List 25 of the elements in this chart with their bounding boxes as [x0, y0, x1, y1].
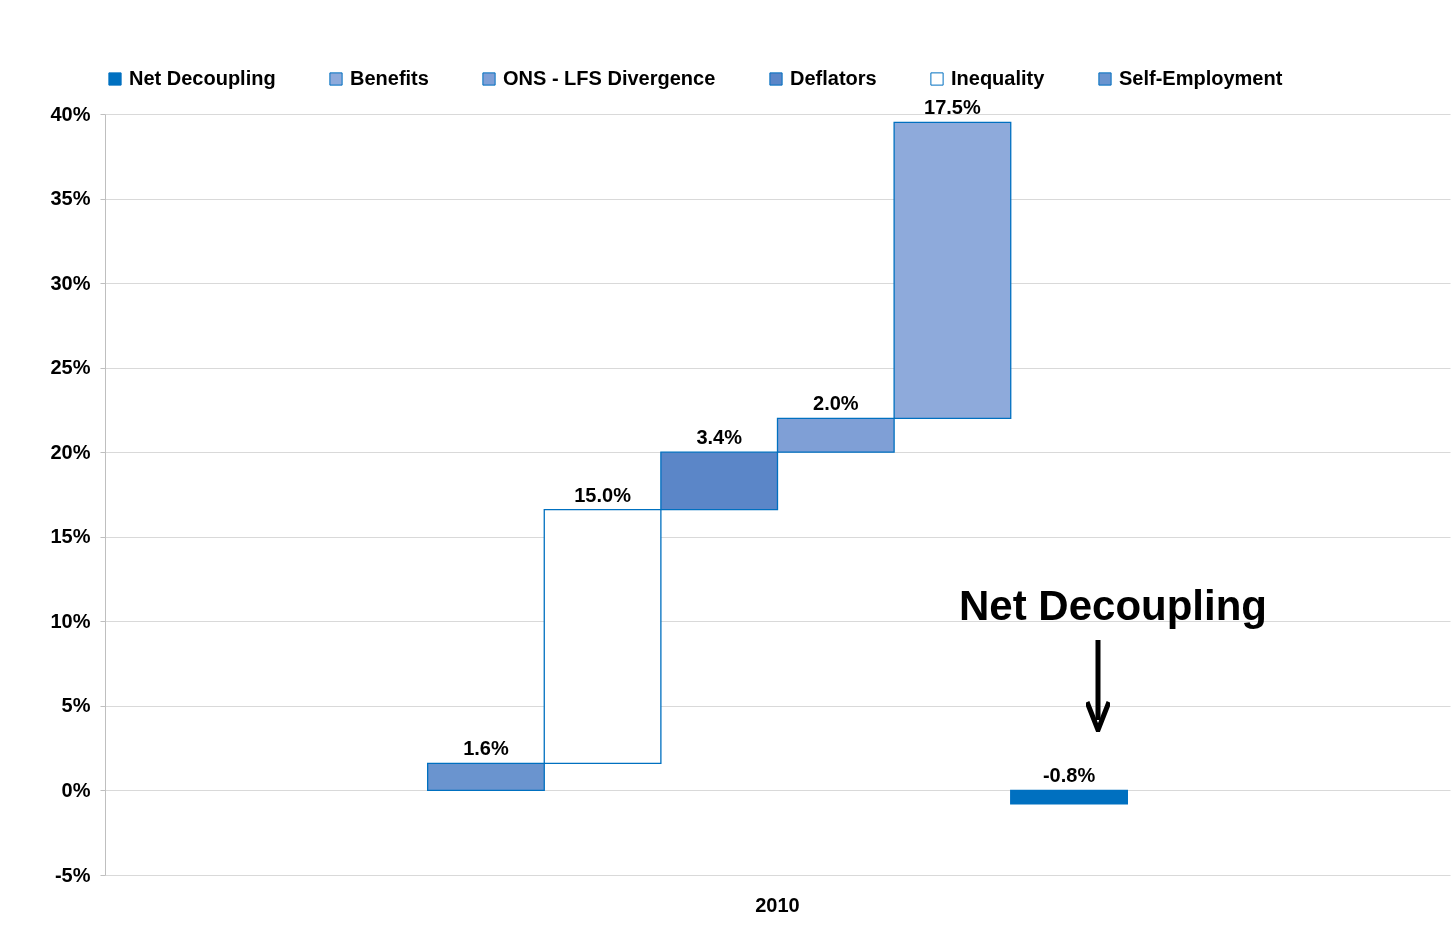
- y-tick-label: 30%: [50, 271, 91, 294]
- x-tick-label: 2010: [755, 893, 800, 916]
- legend-label: Inequality: [951, 67, 1046, 89]
- data-label: 1.6%: [463, 737, 509, 760]
- data-label: 17.5%: [924, 96, 981, 119]
- legend-label: Benefits: [350, 67, 429, 89]
- legend-label: Net Decoupling: [129, 67, 276, 89]
- legend-label: ONS - LFS Divergence: [503, 67, 716, 89]
- data-label: 2.0%: [813, 392, 859, 415]
- y-tick-label: 15%: [50, 525, 91, 548]
- y-tick-label: 5%: [61, 694, 91, 717]
- y-tick-label: 10%: [50, 609, 91, 632]
- legend-label: Deflators: [790, 67, 877, 89]
- data-label: 3.4%: [696, 426, 743, 449]
- data-label: -0.8%: [1042, 764, 1096, 787]
- y-tick-label: 0%: [61, 778, 91, 801]
- bar: [1010, 789, 1129, 805]
- legend-label: Self-Employment: [1119, 67, 1283, 89]
- y-tick-label: 35%: [50, 187, 91, 210]
- y-tick-label: 25%: [50, 356, 91, 379]
- y-tick-label: -5%: [54, 863, 91, 886]
- data-label: 15.0%: [574, 483, 632, 506]
- y-tick-label: 40%: [50, 102, 91, 125]
- y-tick-label: 20%: [50, 440, 91, 463]
- annotation: Net Decoupling: [958, 582, 1268, 629]
